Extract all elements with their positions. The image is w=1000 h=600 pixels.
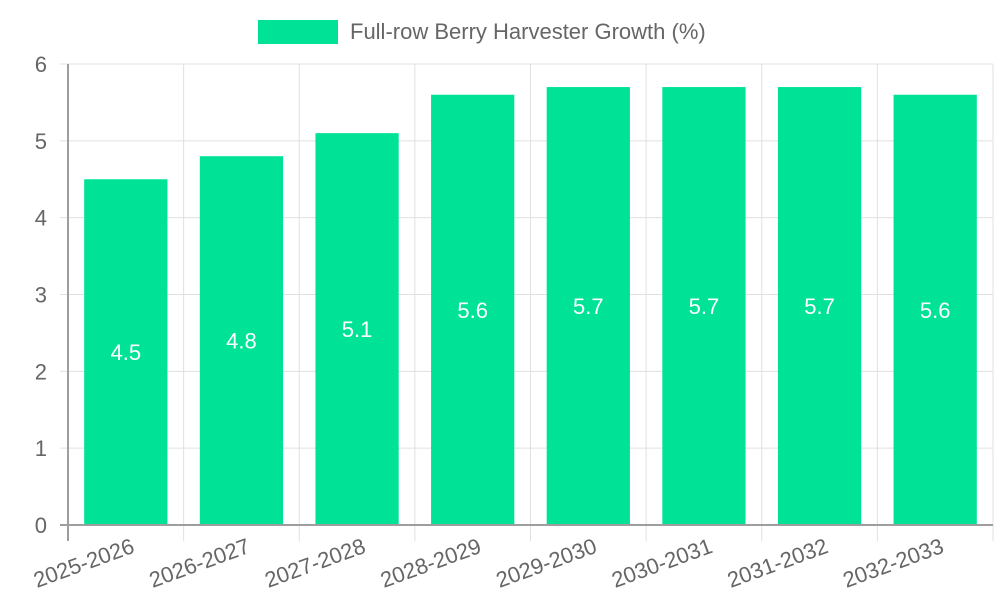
- x-tick-label: 2025-2026: [30, 533, 137, 592]
- bar-value-label: 5.6: [457, 298, 488, 323]
- bars: [84, 87, 977, 526]
- legend-label: Full-row Berry Harvester Growth (%): [350, 19, 706, 44]
- bar-value-label: 5.1: [342, 317, 373, 342]
- bar[interactable]: [662, 87, 746, 526]
- x-tick-label: 2027-2028: [261, 533, 368, 592]
- y-tick-label: 4: [35, 206, 47, 231]
- y-tick-label: 5: [35, 129, 47, 154]
- bar[interactable]: [893, 94, 977, 525]
- bar[interactable]: [546, 87, 630, 526]
- chart-legend[interactable]: Full-row Berry Harvester Growth (%): [258, 18, 706, 46]
- x-axis-labels: 2025-2026 2026-2027 2027-2028 2028-2029 2029…: [30, 533, 947, 592]
- bar-value-label: 5.6: [920, 298, 951, 323]
- y-tick-label: 2: [35, 359, 47, 384]
- bar[interactable]: [777, 87, 862, 526]
- bar-value-label: 5.7: [804, 294, 835, 319]
- bar-value-label: 4.5: [111, 340, 142, 365]
- y-tick-label: 0: [35, 513, 47, 538]
- bar[interactable]: [84, 179, 168, 525]
- y-tick-label: 1: [35, 436, 47, 461]
- y-axis-labels: 0 1 2 3 4 5 6: [35, 52, 47, 538]
- bar-value-labels: 4.5 4.8 5.1 5.6 5.7 5.7 5.7 5.6: [111, 294, 951, 365]
- x-tick-label: 2028-2029: [377, 533, 484, 592]
- x-tick-label: 2030-2031: [608, 533, 715, 592]
- bar-value-label: 5.7: [689, 294, 720, 319]
- y-tick-label: 6: [35, 52, 47, 77]
- x-tick-label: 2026-2027: [146, 533, 253, 592]
- axes: [60, 64, 993, 541]
- legend-swatch: [258, 20, 338, 44]
- bar[interactable]: [199, 156, 284, 525]
- x-tick-label: 2029-2030: [493, 533, 600, 592]
- bar-value-label: 4.8: [226, 329, 257, 354]
- y-tick-label: 3: [35, 283, 47, 308]
- x-tick-label: 2031-2032: [724, 533, 831, 592]
- bar[interactable]: [315, 133, 399, 525]
- bar[interactable]: [431, 94, 515, 525]
- x-tick-label: 2032-2033: [839, 533, 946, 592]
- bar-value-label: 5.7: [573, 294, 604, 319]
